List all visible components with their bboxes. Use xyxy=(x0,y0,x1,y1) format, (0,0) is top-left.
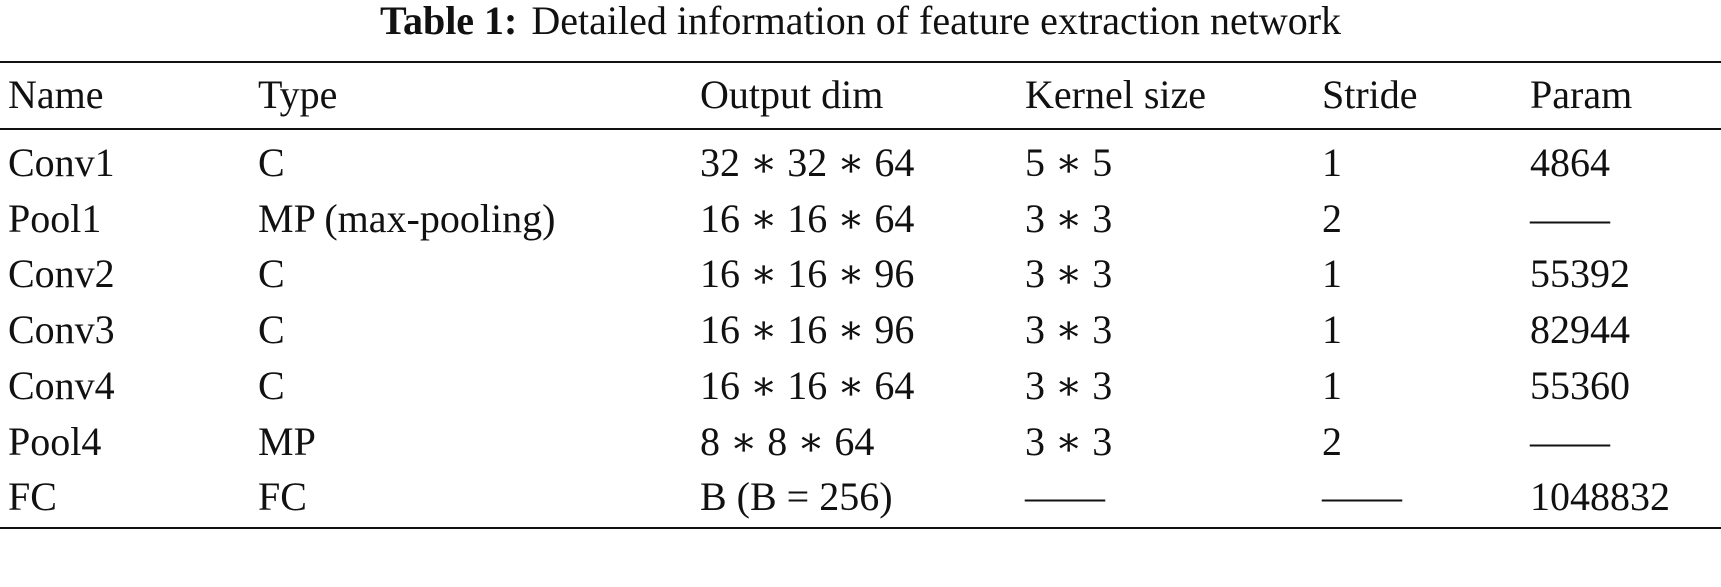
table-cell: C xyxy=(258,307,285,353)
table-cell: 16 ∗ 16 ∗ 96 xyxy=(700,307,915,353)
table-cell: —— xyxy=(1530,418,1610,464)
table-cell: 1048832 xyxy=(1530,474,1670,520)
table-cell: 55392 xyxy=(1530,251,1630,297)
header-cell: Output dim xyxy=(700,72,884,117)
table-cell: —— xyxy=(1025,474,1105,520)
table-cell: 2 xyxy=(1322,418,1342,464)
table-cell: 1 xyxy=(1322,140,1342,185)
header-cell: Stride xyxy=(1322,72,1418,117)
table-cell: 2 xyxy=(1322,195,1342,241)
caption-text: Detailed information of feature extracti… xyxy=(531,0,1342,43)
table-cell: 16 ∗ 16 ∗ 96 xyxy=(700,251,915,297)
table-cell: C xyxy=(258,251,285,297)
table-cell: 55360 xyxy=(1530,362,1630,408)
table-cell: —— xyxy=(1322,474,1402,520)
header-cell: Kernel size xyxy=(1025,72,1207,117)
table-cell: FC xyxy=(8,474,57,520)
table-cell: 1 xyxy=(1322,307,1342,353)
header-cell: Name xyxy=(8,72,104,117)
table-cell: Conv3 xyxy=(8,307,115,353)
table-cell: Conv4 xyxy=(8,362,115,408)
top-rule xyxy=(0,61,1721,63)
table-cell: 1 xyxy=(1322,251,1342,297)
table-cell: 8 ∗ 8 ∗ 64 xyxy=(700,418,875,464)
table-label: Table 1: xyxy=(379,0,518,43)
table-cell: MP xyxy=(258,418,316,464)
table-cell: 3 ∗ 3 xyxy=(1025,362,1113,408)
table-cell: MP (max-pooling) xyxy=(258,195,556,241)
table-cell: 3 ∗ 3 xyxy=(1025,307,1113,353)
table-cell: 3 ∗ 3 xyxy=(1025,251,1113,297)
table-cell: Pool4 xyxy=(8,418,102,464)
table-cell: Conv1 xyxy=(8,140,115,185)
header-cell: Param xyxy=(1530,72,1633,117)
table-cell: B (B = 256) xyxy=(700,474,893,520)
header-cell: Type xyxy=(258,72,338,117)
table-cell: FC xyxy=(258,474,307,520)
table-cell: 32 ∗ 32 ∗ 64 xyxy=(700,140,915,185)
bottom-rule xyxy=(0,527,1721,529)
table-cell: C xyxy=(258,362,285,408)
table-cell: 16 ∗ 16 ∗ 64 xyxy=(700,362,915,408)
table-cell: 3 ∗ 3 xyxy=(1025,195,1113,241)
table-cell: 16 ∗ 16 ∗ 64 xyxy=(700,195,915,241)
table-cell: 82944 xyxy=(1530,307,1630,353)
table-cell: —— xyxy=(1530,195,1610,241)
table-cell: 3 ∗ 3 xyxy=(1025,418,1113,464)
table-cell: 5 ∗ 5 xyxy=(1025,140,1113,185)
table-cell: Pool1 xyxy=(8,195,102,241)
table-caption: Table 1: Detailed information of feature … xyxy=(0,0,1721,42)
mid-rule xyxy=(0,128,1721,130)
table-cell: Conv2 xyxy=(8,251,115,297)
table-cell: 4864 xyxy=(1530,140,1610,185)
table-cell: C xyxy=(258,140,285,185)
table-cell: 1 xyxy=(1322,362,1342,408)
